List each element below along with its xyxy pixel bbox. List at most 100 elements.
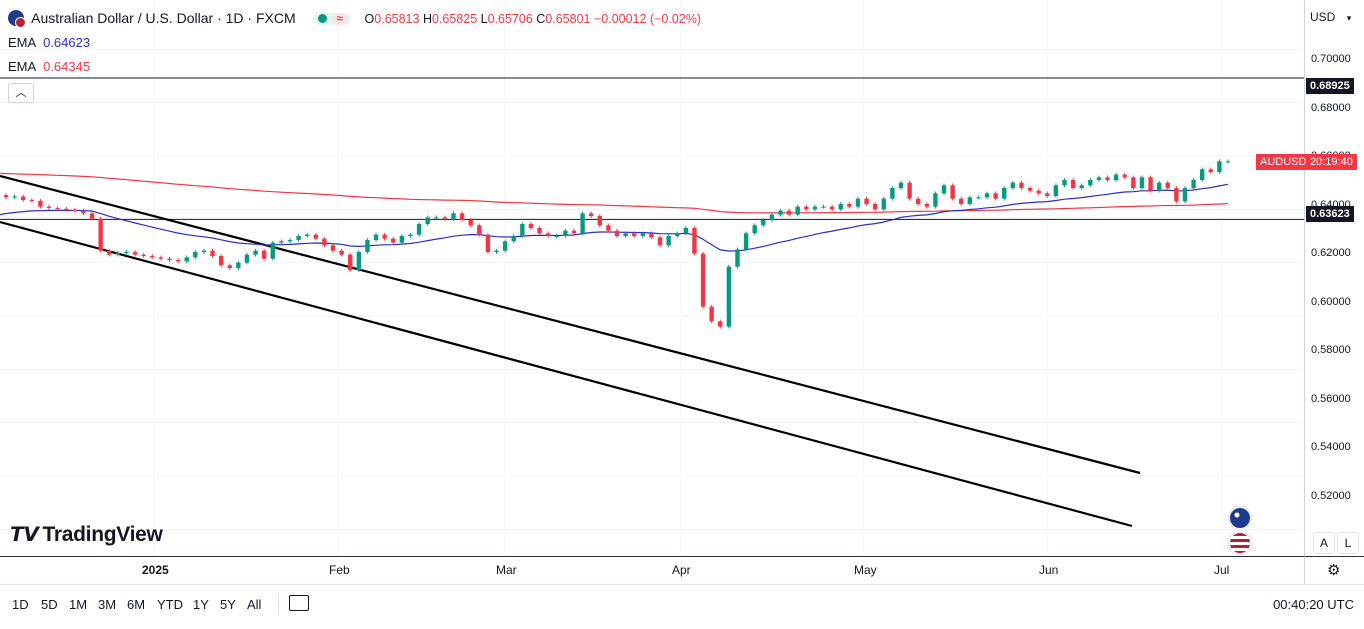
candle-body <box>632 233 637 236</box>
candle-body <box>64 208 69 210</box>
chart-grid <box>0 0 1304 556</box>
candle-body <box>606 225 611 231</box>
candle-body <box>1105 177 1110 180</box>
chart-pane[interactable]: Australian Dollar / U.S. Dollar · 1D · F… <box>0 0 1304 556</box>
candle-body <box>55 208 60 209</box>
time-label: Jul <box>1214 563 1230 577</box>
timeframe-5y-button[interactable]: 5Y <box>220 597 236 612</box>
timeframe-all-button[interactable]: All <box>247 597 262 612</box>
candle-body <box>640 233 646 236</box>
ema-slow-legend[interactable]: EMA 0.64345 <box>8 59 91 74</box>
candle-body <box>253 250 258 255</box>
price-tick: 0.52000 <box>1311 490 1351 502</box>
candle-body <box>520 224 525 236</box>
timeframe-ytd-button[interactable]: YTD <box>157 597 183 612</box>
collapse-legend-button[interactable]: ︿ <box>8 83 34 103</box>
timeframe-6m-button[interactable]: 6M <box>127 597 146 612</box>
candle-body <box>72 209 78 211</box>
candle-body <box>545 233 551 236</box>
candle-body <box>718 321 723 327</box>
currency-select[interactable]: USD ▾ <box>1310 10 1352 24</box>
time-label: Apr <box>672 563 691 577</box>
candle-body <box>959 198 964 204</box>
candle-body <box>1010 182 1016 188</box>
tradingview-logo[interactable]: 𝙏𝙑 TradingView <box>10 523 163 546</box>
candle-body <box>597 216 602 226</box>
usd-flag-icon[interactable] <box>1229 532 1251 554</box>
timeframe-1y-button[interactable]: 1Y <box>193 597 209 612</box>
ema-fast-legend[interactable]: EMA 0.64623 <box>8 35 91 50</box>
candle-body <box>477 225 482 235</box>
candle-body <box>614 230 620 236</box>
candle-body <box>692 228 697 254</box>
candle-body <box>313 234 319 239</box>
candle-body <box>339 250 344 255</box>
symbol-title[interactable]: Australian Dollar / U.S. Dollar · 1D · F… <box>31 10 296 26</box>
candle-body <box>666 236 671 246</box>
ema-lines <box>0 172 1229 252</box>
candle-body <box>1148 177 1153 191</box>
timeframe-1d-button[interactable]: 1D <box>12 597 29 612</box>
time-label: May <box>854 563 877 577</box>
candle-body <box>356 252 362 271</box>
candle-body <box>907 182 912 199</box>
candle-body <box>1079 185 1084 188</box>
price-tick: 0.62000 <box>1311 247 1351 259</box>
price-tick: 0.56000 <box>1311 393 1351 405</box>
candle-body <box>270 242 275 259</box>
candle-body <box>933 193 938 207</box>
horizontal-levels <box>0 77 1304 220</box>
candle-body <box>261 250 267 259</box>
aud-flag-icon[interactable] <box>1229 507 1251 529</box>
legend-title-row: Australian Dollar / U.S. Dollar · 1D · F… <box>8 10 701 28</box>
candle-body <box>132 252 138 255</box>
aud-usd-flag-icon <box>8 10 26 28</box>
utc-clock[interactable]: 00:40:20 UTC <box>1273 597 1354 612</box>
price-tick: 0.60000 <box>1311 296 1351 308</box>
price-tick: 0.58000 <box>1311 344 1351 356</box>
candle-body <box>881 198 886 210</box>
gear-icon[interactable]: ⚙ <box>1327 562 1341 579</box>
candle-body <box>459 213 465 220</box>
candle-body <box>175 260 181 262</box>
countdown-tag: 20:19:40 <box>1306 154 1357 170</box>
candle-body <box>726 266 732 327</box>
candle-body <box>468 220 473 226</box>
ema-fast-value: 0.64623 <box>43 35 91 50</box>
candle-body <box>915 198 921 204</box>
price-scale[interactable]: USD ▾ 0.70000 0.68000 0.66000 0.64000 0.… <box>1304 0 1364 556</box>
candle-body <box>675 233 680 236</box>
candle-body <box>38 200 43 207</box>
candle-body <box>804 206 809 210</box>
candle-body <box>769 214 775 220</box>
candle-body <box>322 238 327 246</box>
timeframe-1m-button[interactable]: 1M <box>69 597 88 612</box>
level-high-tag[interactable]: 0.68925 <box>1306 78 1354 94</box>
candle-body <box>1225 161 1231 163</box>
log-scale-button[interactable]: L <box>1337 532 1359 554</box>
auto-scale-button[interactable]: A <box>1313 532 1335 554</box>
candle-body <box>700 253 706 307</box>
timeframe-3m-button[interactable]: 3M <box>98 597 117 612</box>
level-low-tag[interactable]: 0.63623 <box>1306 206 1354 222</box>
candle-body <box>218 256 224 266</box>
calendar-range-icon[interactable] <box>289 595 309 611</box>
candle-body <box>408 234 413 236</box>
candle-body <box>812 206 818 210</box>
candles <box>3 159 1231 329</box>
candle-body <box>950 185 955 199</box>
candle-body <box>1045 193 1050 196</box>
price-tick: 0.70000 <box>1311 53 1351 65</box>
time-axis[interactable]: 2025 Feb Mar Apr May Jun Jul <box>0 556 1304 585</box>
candle-body <box>683 228 689 234</box>
chart-canvas[interactable] <box>0 0 1304 556</box>
candle-body <box>1036 190 1041 194</box>
market-status-pill[interactable]: ≈ <box>313 13 351 25</box>
ohlc-values: O0.65813 H0.65825 L0.65706 C0.65801 −0.0… <box>364 12 701 26</box>
timeframe-5d-button[interactable]: 5D <box>41 597 58 612</box>
ema-slow-line <box>0 172 1229 214</box>
bottom-toolbar: 1D 5D 1M 3M 6M YTD 1Y 5Y All 00:40:20 UT… <box>0 584 1364 629</box>
candle-body <box>193 252 198 258</box>
candle-body <box>778 210 783 215</box>
candle-body <box>184 257 189 262</box>
